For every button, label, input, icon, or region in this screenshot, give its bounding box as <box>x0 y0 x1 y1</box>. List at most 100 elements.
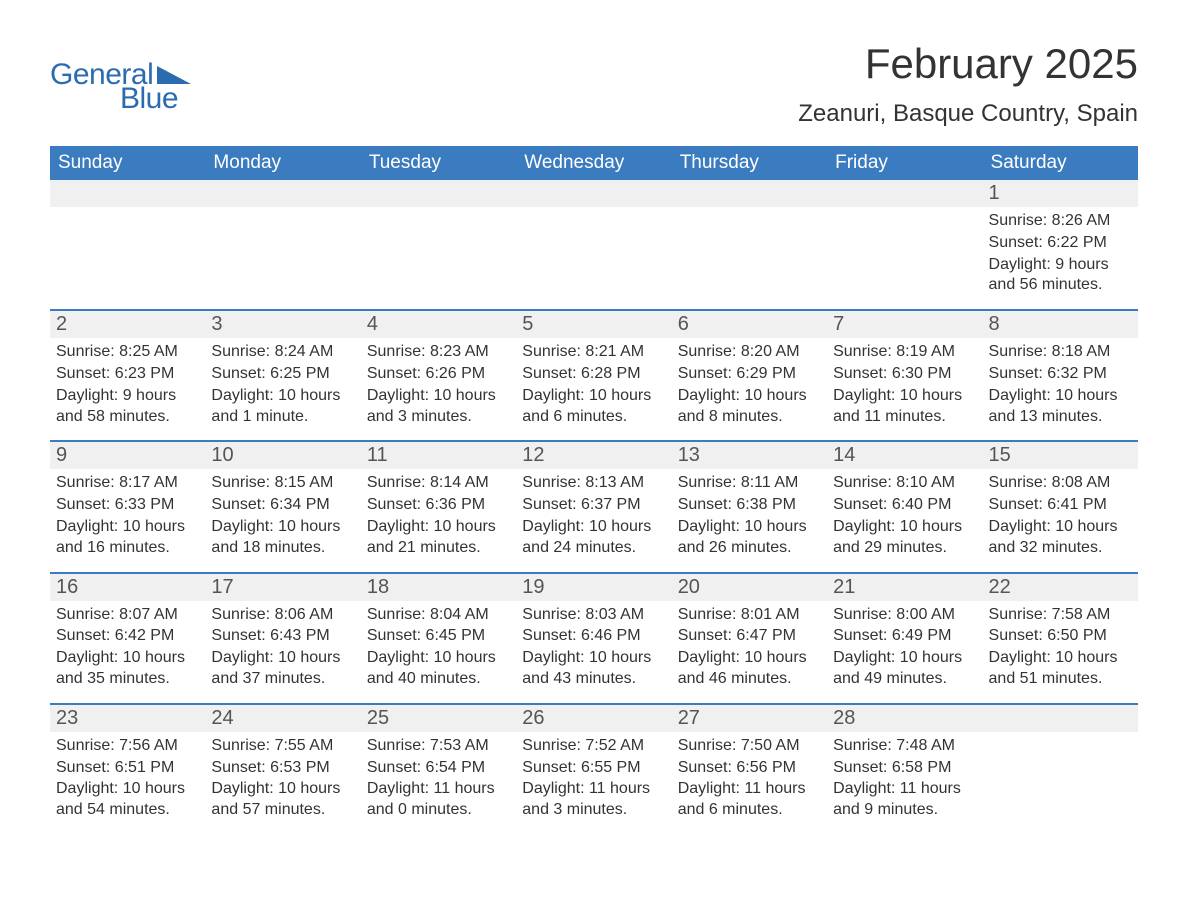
daylight-line: Daylight: 10 hours and 1 minute. <box>211 386 352 428</box>
week-body-row: Sunrise: 8:25 AMSunset: 6:23 PMDaylight:… <box>50 338 1138 440</box>
sunrise-line: Sunrise: 8:13 AM <box>522 473 663 494</box>
day-cell: Sunrise: 7:48 AMSunset: 6:58 PMDaylight:… <box>827 732 982 834</box>
sunset-line: Sunset: 6:25 PM <box>211 364 352 385</box>
sunset-line: Sunset: 6:37 PM <box>522 495 663 516</box>
sunset-line: Sunset: 6:36 PM <box>367 495 508 516</box>
day-header-cell: Wednesday <box>516 146 671 180</box>
day-number: 18 <box>361 574 516 601</box>
day-number: 11 <box>361 442 516 469</box>
day-cell: Sunrise: 7:50 AMSunset: 6:56 PMDaylight:… <box>672 732 827 834</box>
daylight-line: Daylight: 9 hours and 58 minutes. <box>56 386 197 428</box>
day-cell: Sunrise: 8:04 AMSunset: 6:45 PMDaylight:… <box>361 601 516 703</box>
day-header-cell: Monday <box>205 146 360 180</box>
week-body-row: Sunrise: 8:17 AMSunset: 6:33 PMDaylight:… <box>50 469 1138 571</box>
sunset-line: Sunset: 6:58 PM <box>833 758 974 779</box>
sunset-line: Sunset: 6:33 PM <box>56 495 197 516</box>
day-cell <box>50 207 205 309</box>
day-number <box>672 180 827 207</box>
sunrise-line: Sunrise: 8:07 AM <box>56 605 197 626</box>
day-number <box>827 180 982 207</box>
sunrise-line: Sunrise: 7:58 AM <box>989 605 1130 626</box>
daylight-line: Daylight: 10 hours and 32 minutes. <box>989 517 1130 559</box>
day-number: 27 <box>672 705 827 732</box>
sunrise-line: Sunrise: 8:15 AM <box>211 473 352 494</box>
day-cell: Sunrise: 7:55 AMSunset: 6:53 PMDaylight:… <box>205 732 360 834</box>
daylight-line: Daylight: 10 hours and 16 minutes. <box>56 517 197 559</box>
day-header-cell: Tuesday <box>361 146 516 180</box>
sunset-line: Sunset: 6:42 PM <box>56 626 197 647</box>
daylight-line: Daylight: 10 hours and 3 minutes. <box>367 386 508 428</box>
calendar: SundayMondayTuesdayWednesdayThursdayFrid… <box>50 146 1138 834</box>
week-daynum-row: 16171819202122 <box>50 572 1138 601</box>
week-body-row: Sunrise: 8:07 AMSunset: 6:42 PMDaylight:… <box>50 601 1138 703</box>
week-body-row: Sunrise: 8:26 AMSunset: 6:22 PMDaylight:… <box>50 207 1138 309</box>
day-cell: Sunrise: 8:14 AMSunset: 6:36 PMDaylight:… <box>361 469 516 571</box>
sunrise-line: Sunrise: 8:23 AM <box>367 342 508 363</box>
day-cell: Sunrise: 8:26 AMSunset: 6:22 PMDaylight:… <box>983 207 1138 309</box>
day-number: 13 <box>672 442 827 469</box>
daylight-line: Daylight: 11 hours and 9 minutes. <box>833 779 974 821</box>
week-daynum-row: 1 <box>50 180 1138 207</box>
sunrise-line: Sunrise: 8:03 AM <box>522 605 663 626</box>
day-cell: Sunrise: 7:58 AMSunset: 6:50 PMDaylight:… <box>983 601 1138 703</box>
week-daynum-row: 2345678 <box>50 309 1138 338</box>
day-cell: Sunrise: 8:06 AMSunset: 6:43 PMDaylight:… <box>205 601 360 703</box>
day-number: 5 <box>516 311 671 338</box>
day-cell: Sunrise: 8:00 AMSunset: 6:49 PMDaylight:… <box>827 601 982 703</box>
day-header-cell: Saturday <box>983 146 1138 180</box>
sunset-line: Sunset: 6:23 PM <box>56 364 197 385</box>
day-number: 8 <box>983 311 1138 338</box>
sunset-line: Sunset: 6:26 PM <box>367 364 508 385</box>
day-cell: Sunrise: 8:21 AMSunset: 6:28 PMDaylight:… <box>516 338 671 440</box>
daylight-line: Daylight: 10 hours and 35 minutes. <box>56 648 197 690</box>
daylight-line: Daylight: 10 hours and 13 minutes. <box>989 386 1130 428</box>
title-block: February 2025 Zeanuri, Basque Country, S… <box>798 40 1138 128</box>
week-daynum-row: 232425262728 <box>50 703 1138 732</box>
sunrise-line: Sunrise: 8:24 AM <box>211 342 352 363</box>
daylight-line: Daylight: 10 hours and 46 minutes. <box>678 648 819 690</box>
header: General Blue February 2025 Zeanuri, Basq… <box>50 40 1138 128</box>
daylight-line: Daylight: 11 hours and 3 minutes. <box>522 779 663 821</box>
day-cell: Sunrise: 7:56 AMSunset: 6:51 PMDaylight:… <box>50 732 205 834</box>
day-cell: Sunrise: 8:10 AMSunset: 6:40 PMDaylight:… <box>827 469 982 571</box>
sunset-line: Sunset: 6:22 PM <box>989 233 1130 254</box>
day-number: 26 <box>516 705 671 732</box>
day-number: 19 <box>516 574 671 601</box>
sunset-line: Sunset: 6:51 PM <box>56 758 197 779</box>
daylight-line: Daylight: 11 hours and 0 minutes. <box>367 779 508 821</box>
day-header-row: SundayMondayTuesdayWednesdayThursdayFrid… <box>50 146 1138 180</box>
sunrise-line: Sunrise: 8:21 AM <box>522 342 663 363</box>
day-number: 15 <box>983 442 1138 469</box>
day-number <box>205 180 360 207</box>
day-cell <box>516 207 671 309</box>
day-number: 7 <box>827 311 982 338</box>
sunrise-line: Sunrise: 7:48 AM <box>833 736 974 757</box>
day-header-cell: Friday <box>827 146 982 180</box>
day-number <box>983 705 1138 732</box>
day-cell <box>672 207 827 309</box>
day-number: 25 <box>361 705 516 732</box>
sunrise-line: Sunrise: 8:08 AM <box>989 473 1130 494</box>
daylight-line: Daylight: 10 hours and 24 minutes. <box>522 517 663 559</box>
sunrise-line: Sunrise: 8:26 AM <box>989 211 1130 232</box>
day-number: 21 <box>827 574 982 601</box>
week-daynum-row: 9101112131415 <box>50 440 1138 469</box>
sunset-line: Sunset: 6:34 PM <box>211 495 352 516</box>
sunset-line: Sunset: 6:49 PM <box>833 626 974 647</box>
sunrise-line: Sunrise: 8:19 AM <box>833 342 974 363</box>
day-cell: Sunrise: 8:19 AMSunset: 6:30 PMDaylight:… <box>827 338 982 440</box>
daylight-line: Daylight: 10 hours and 8 minutes. <box>678 386 819 428</box>
daylight-line: Daylight: 10 hours and 11 minutes. <box>833 386 974 428</box>
day-cell <box>827 207 982 309</box>
daylight-line: Daylight: 10 hours and 51 minutes. <box>989 648 1130 690</box>
brand-word2: Blue <box>120 84 191 114</box>
day-cell: Sunrise: 8:07 AMSunset: 6:42 PMDaylight:… <box>50 601 205 703</box>
sunrise-line: Sunrise: 8:17 AM <box>56 473 197 494</box>
location: Zeanuri, Basque Country, Spain <box>798 100 1138 128</box>
day-header-cell: Sunday <box>50 146 205 180</box>
sunrise-line: Sunrise: 7:50 AM <box>678 736 819 757</box>
day-number: 24 <box>205 705 360 732</box>
daylight-line: Daylight: 10 hours and 37 minutes. <box>211 648 352 690</box>
day-number: 3 <box>205 311 360 338</box>
sunset-line: Sunset: 6:29 PM <box>678 364 819 385</box>
